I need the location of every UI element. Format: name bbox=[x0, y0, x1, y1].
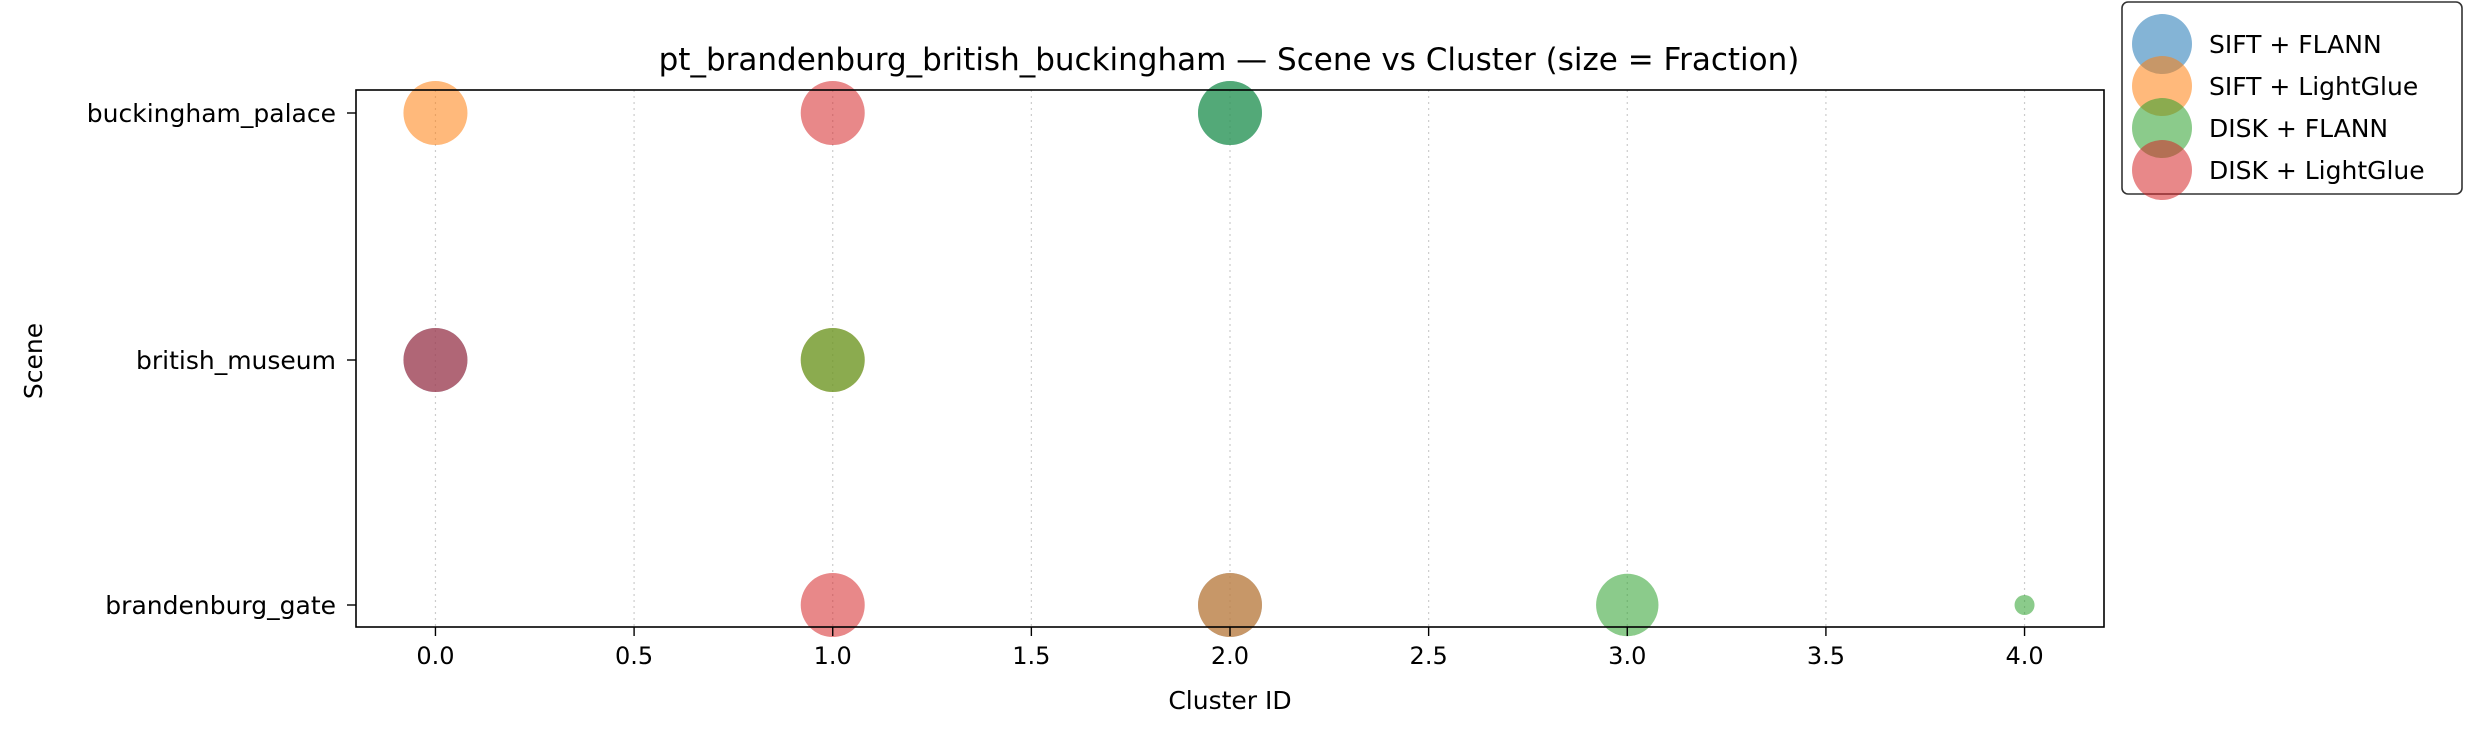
legend: SIFT + FLANN SIFT + LightGlue DISK + FLANN… bbox=[2121, 1, 2463, 200]
legend-label: SIFT + LightGlue bbox=[2209, 72, 2418, 101]
data-point bbox=[1596, 573, 1659, 637]
x-tick-label: 1.5 bbox=[1012, 642, 1050, 670]
y-tick-label: brandenburg_gate bbox=[105, 591, 336, 620]
x-tick-label: 3.5 bbox=[1807, 642, 1845, 670]
legend-marker bbox=[2132, 14, 2192, 74]
data-point bbox=[2014, 595, 2035, 615]
x-axis: 0.0 0.5 1.0 1.5 2.0 2.5 3.0 3.5 4.0 bbox=[416, 627, 2044, 670]
legend-label: DISK + LightGlue bbox=[2209, 156, 2425, 185]
data-point bbox=[1198, 81, 1262, 145]
data-point bbox=[1198, 573, 1262, 637]
legend-label: DISK + FLANN bbox=[2209, 114, 2388, 143]
x-tick-label: 3.0 bbox=[1608, 642, 1646, 670]
x-tick-label: 4.0 bbox=[2005, 642, 2043, 670]
plot-area bbox=[355, 81, 2105, 637]
y-tick-label: british_museum bbox=[136, 346, 336, 375]
x-axis-label: Cluster ID bbox=[1168, 686, 1291, 715]
legend-marker bbox=[2132, 140, 2192, 200]
data-point bbox=[800, 573, 865, 637]
legend-marker bbox=[2132, 98, 2192, 158]
x-tick-label: 0.0 bbox=[416, 642, 454, 670]
x-tick-label: 2.0 bbox=[1211, 642, 1249, 670]
x-tick-label: 2.5 bbox=[1410, 642, 1448, 670]
data-points bbox=[403, 81, 2035, 637]
y-axis: brandenburg_gate british_museum buckingham… bbox=[87, 99, 356, 620]
data-point bbox=[403, 328, 468, 392]
x-tick-label: 0.5 bbox=[615, 642, 653, 670]
data-point bbox=[403, 81, 468, 145]
x-gridlines bbox=[434, 90, 2026, 627]
data-point bbox=[800, 81, 865, 145]
y-axis-label: Scene bbox=[19, 323, 48, 399]
y-tick-label: buckingham_palace bbox=[87, 99, 336, 128]
x-tick-label: 1.0 bbox=[814, 642, 852, 670]
legend-marker bbox=[2132, 56, 2192, 116]
legend-frame bbox=[2121, 1, 2463, 195]
data-point bbox=[800, 328, 865, 392]
chart-title: pt_brandenburg_british_buckingham — Scen… bbox=[659, 42, 1800, 78]
legend-label: SIFT + FLANN bbox=[2209, 30, 2382, 59]
